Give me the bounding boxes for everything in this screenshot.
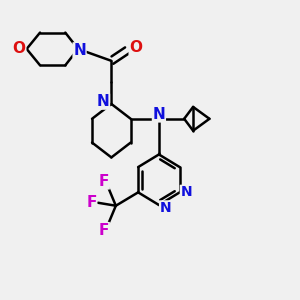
Text: N: N [73, 43, 86, 58]
Text: N: N [152, 107, 165, 122]
Text: N: N [160, 201, 171, 215]
Text: N: N [97, 94, 110, 109]
Text: N: N [180, 185, 192, 200]
Text: F: F [86, 195, 97, 210]
Text: O: O [129, 40, 142, 55]
Text: F: F [99, 174, 109, 189]
Text: F: F [99, 223, 109, 238]
Text: O: O [13, 41, 26, 56]
